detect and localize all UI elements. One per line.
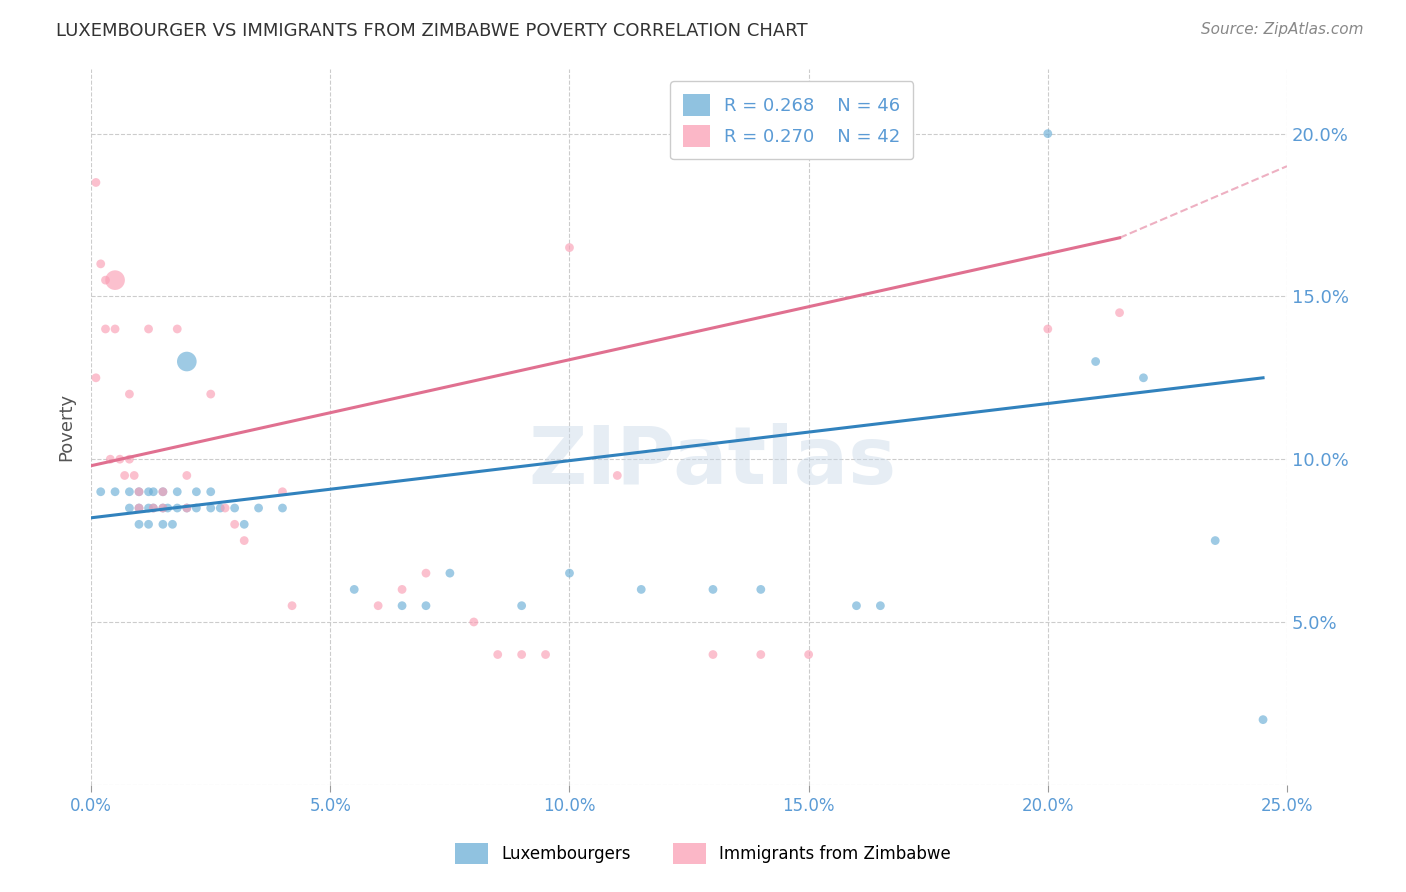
Point — [104, 273, 127, 287]
Point — [152, 501, 174, 516]
Point — [510, 648, 533, 662]
Point — [415, 566, 437, 581]
Point — [152, 517, 174, 532]
Point — [98, 452, 121, 467]
Point — [128, 517, 150, 532]
Point — [1132, 371, 1154, 385]
Point — [94, 273, 117, 287]
Point — [486, 648, 509, 662]
Point — [343, 582, 366, 597]
Point — [630, 582, 652, 597]
Point — [162, 517, 184, 532]
Point — [108, 452, 131, 467]
Point — [114, 468, 136, 483]
Point — [84, 371, 107, 385]
Point — [138, 322, 160, 336]
Point — [1036, 127, 1059, 141]
Point — [1036, 322, 1059, 336]
Point — [152, 484, 174, 499]
Point — [797, 648, 820, 662]
Point — [128, 501, 150, 516]
Point — [391, 599, 413, 613]
Point — [166, 484, 188, 499]
Point — [200, 387, 222, 401]
Point — [702, 582, 724, 597]
Point — [176, 468, 198, 483]
Point — [702, 648, 724, 662]
Point — [128, 484, 150, 499]
Point — [224, 517, 246, 532]
Point — [247, 501, 270, 516]
Point — [176, 501, 198, 516]
Point — [142, 501, 165, 516]
Point — [233, 517, 256, 532]
Point — [391, 582, 413, 597]
Point — [186, 484, 208, 499]
Text: Source: ZipAtlas.com: Source: ZipAtlas.com — [1201, 22, 1364, 37]
Point — [104, 484, 127, 499]
Point — [209, 501, 232, 516]
Point — [90, 484, 112, 499]
Point — [606, 468, 628, 483]
Point — [558, 566, 581, 581]
Point — [869, 599, 891, 613]
Point — [224, 501, 246, 516]
Point — [271, 501, 294, 516]
Legend: Luxembourgers, Immigrants from Zimbabwe: Luxembourgers, Immigrants from Zimbabwe — [449, 837, 957, 871]
Point — [152, 501, 174, 516]
Point — [118, 452, 141, 467]
Point — [176, 354, 198, 368]
Point — [749, 582, 772, 597]
Legend: R = 0.268    N = 46, R = 0.270    N = 42: R = 0.268 N = 46, R = 0.270 N = 42 — [671, 81, 914, 160]
Point — [558, 241, 581, 255]
Point — [214, 501, 236, 516]
Point — [128, 484, 150, 499]
Point — [138, 484, 160, 499]
Point — [166, 501, 188, 516]
Point — [281, 599, 304, 613]
Point — [90, 257, 112, 271]
Point — [104, 322, 127, 336]
Point — [176, 501, 198, 516]
Point — [749, 648, 772, 662]
Point — [200, 484, 222, 499]
Point — [94, 322, 117, 336]
Text: LUXEMBOURGER VS IMMIGRANTS FROM ZIMBABWE POVERTY CORRELATION CHART: LUXEMBOURGER VS IMMIGRANTS FROM ZIMBABWE… — [56, 22, 808, 40]
Point — [415, 599, 437, 613]
Point — [271, 484, 294, 499]
Point — [142, 484, 165, 499]
Point — [118, 501, 141, 516]
Point — [156, 501, 179, 516]
Point — [118, 484, 141, 499]
Point — [122, 468, 145, 483]
Text: ZIPatlas: ZIPatlas — [529, 424, 897, 501]
Point — [510, 599, 533, 613]
Point — [166, 322, 188, 336]
Point — [84, 176, 107, 190]
Point — [845, 599, 868, 613]
Point — [463, 615, 485, 629]
Point — [138, 501, 160, 516]
Point — [138, 517, 160, 532]
Point — [1251, 713, 1274, 727]
Point — [186, 501, 208, 516]
Point — [534, 648, 557, 662]
Point — [142, 501, 165, 516]
Point — [1108, 306, 1130, 320]
Point — [200, 501, 222, 516]
Point — [367, 599, 389, 613]
Y-axis label: Poverty: Poverty — [58, 392, 75, 460]
Point — [439, 566, 461, 581]
Point — [118, 387, 141, 401]
Point — [128, 501, 150, 516]
Point — [152, 484, 174, 499]
Point — [1084, 354, 1107, 368]
Point — [1204, 533, 1226, 548]
Point — [233, 533, 256, 548]
